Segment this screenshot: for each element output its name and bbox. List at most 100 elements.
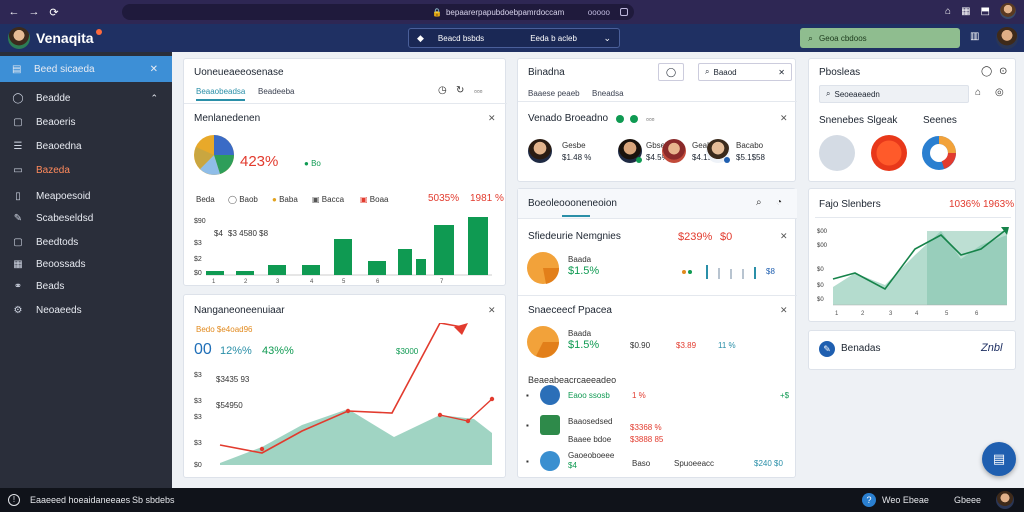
tab-overview[interactable]: Beaaobeadsa	[196, 87, 246, 101]
person-name: Gesbe	[562, 141, 586, 150]
brand-name: Venaqita	[36, 30, 94, 46]
sidebar-item-7[interactable]: ▢ Beedtods	[0, 232, 172, 252]
highlight-a: 5035%	[428, 193, 460, 204]
person-value: $5.1$58	[736, 153, 765, 162]
help-icon[interactable]: ?	[862, 493, 876, 507]
data-point	[437, 412, 443, 418]
donut-chart	[922, 136, 956, 170]
home-icon[interactable]: ⌂	[945, 5, 952, 17]
sidebar-item-8[interactable]: ▦ Beoossads	[0, 254, 172, 274]
spark-bar	[742, 269, 744, 279]
address-bar[interactable]: 🔒 bepaarerpapubdoebpamrdoccam ooooo	[122, 4, 634, 20]
footer-text-3[interactable]: Weo Ebeae	[882, 495, 929, 505]
pie-legend: ● Bo	[304, 159, 321, 168]
chevron-up-icon[interactable]: ⌃	[150, 92, 158, 103]
close-icon[interactable]: ✕	[780, 305, 788, 315]
close-icon[interactable]: ✕	[488, 113, 496, 123]
summary-card[interactable]: ✎ Benadas Znbl	[808, 330, 1016, 370]
grid-icon: ▤	[12, 63, 22, 75]
sidebar-item-4[interactable]: ▭ Bazeda	[0, 160, 172, 180]
share-icon[interactable]: ◎	[995, 87, 1004, 98]
tab-icon[interactable]	[620, 8, 628, 16]
bell-icon[interactable]: ⌂	[975, 87, 982, 98]
info-icon[interactable]: ⊙	[999, 66, 1008, 77]
y-tick: $3	[194, 414, 202, 421]
bell-icon[interactable]: ◔	[776, 197, 783, 208]
app-search-input[interactable]: ⌕ Geoa cbdoos	[800, 28, 960, 48]
tab-people-2[interactable]: Bneadsa	[592, 89, 624, 98]
avatar[interactable]	[528, 139, 552, 163]
sidebar-item-1[interactable]: ◯ Beadde ⌃	[0, 88, 172, 108]
highlight-b: 1981 %	[470, 193, 504, 204]
apps-grid-icon[interactable]: ▥	[970, 31, 980, 42]
close-icon[interactable]: ✕	[780, 231, 788, 241]
row-highlight-2: $0	[720, 231, 733, 243]
close-icon[interactable]: ✕	[780, 113, 788, 123]
filter-button[interactable]: ◯	[658, 63, 684, 81]
link-icon: ⚭	[13, 280, 23, 292]
arrow-head	[1001, 227, 1009, 235]
list-icon	[540, 385, 560, 405]
alert-icon: ▭	[13, 164, 23, 176]
clock-icon[interactable]: ◯	[981, 66, 993, 77]
row-metric-3: 11 %	[718, 341, 736, 350]
search-icon[interactable]: ⌕	[756, 197, 762, 208]
x-tick: 7	[440, 279, 444, 283]
status-bar: ! Eaaeeed hoeaidaneeaes Sb sbdebs ? Weo …	[0, 488, 1024, 512]
clock-icon[interactable]: ◷	[438, 85, 447, 96]
data-point	[465, 418, 471, 424]
sidebar-item-3[interactable]: ☰ Beaoedna	[0, 136, 172, 156]
sidebar-item-9[interactable]: ⚭ Beads	[0, 276, 172, 296]
x-tick: 3	[276, 279, 280, 283]
doc-icon: ▯	[15, 190, 21, 202]
reload-icon[interactable]: ⟳	[49, 6, 59, 19]
refresh-icon[interactable]: ↻	[456, 85, 465, 96]
sidebar-toggle-icon[interactable]: ⬒	[980, 5, 990, 17]
settings-icon: ⚙	[13, 304, 23, 316]
back-icon[interactable]: ←	[8, 5, 20, 18]
pie-legend-label: Bo	[311, 159, 321, 168]
sidebar-item-2[interactable]: ▢ Beaoeris	[0, 112, 172, 132]
extensions-icon[interactable]: ▦	[961, 5, 971, 17]
list-item-value: 1 %	[632, 391, 646, 400]
more-icon[interactable]: ▫▫▫	[646, 115, 655, 124]
donut-segment	[941, 152, 956, 169]
user-avatar[interactable]	[996, 27, 1018, 49]
list-item-title: Baaee bdoe	[568, 435, 612, 444]
card-title: Nanganeoneenuiaar	[194, 305, 285, 316]
pie-chart	[194, 135, 234, 175]
y-tick: $0	[194, 270, 202, 277]
select-label-1: Beacd bsbds	[437, 33, 485, 43]
profile-avatar[interactable]	[1000, 3, 1016, 19]
close-icon[interactable]: ✕	[488, 305, 496, 315]
bar	[416, 259, 426, 275]
tab-people-1[interactable]: Baaese peaeb	[528, 89, 580, 98]
chat-fab-button[interactable]: ▤	[982, 442, 1016, 476]
forward-icon[interactable]: →	[28, 5, 40, 18]
workspace-select[interactable]: ◆ Beacd bsbds Eeda b acleb ⌄	[408, 28, 620, 48]
close-icon[interactable]: ✕	[778, 67, 785, 77]
people-search-input[interactable]: ⌕ Baaod ✕	[698, 63, 792, 81]
close-icon[interactable]: ✕	[149, 63, 158, 75]
plans-search-input[interactable]: ⌕ Seoeaeaedn	[819, 85, 969, 103]
info-icon[interactable]: !	[8, 494, 20, 506]
sidebar-item-6[interactable]: ✎ Scabeseldsd	[0, 208, 172, 228]
growth-card: Fajo Slenbers 1036% 1963% $00 $00 $0 $0 …	[808, 188, 1016, 322]
x-tick: 1	[835, 311, 839, 317]
footer-text-4[interactable]: Gbeee	[954, 495, 982, 505]
sidebar-item-5[interactable]: ▯ Meapoesoid	[0, 186, 172, 206]
tab-details[interactable]: Beadeeba	[258, 87, 295, 96]
plan-circle-neutral[interactable]	[819, 135, 855, 171]
data-point	[345, 408, 351, 414]
status-dot	[616, 115, 624, 123]
sidebar-item-10[interactable]: ⚙ Neoaeeds	[0, 300, 172, 320]
search-icon: ⌕	[826, 89, 831, 98]
browser-right-icons: ⌂ ▦ ⬒	[945, 3, 1016, 19]
section-title: Venado Broeadno	[528, 113, 609, 124]
footer-avatar[interactable]	[996, 491, 1014, 509]
plan-circle-alert[interactable]	[871, 135, 907, 171]
more-icon[interactable]: ▫▫▫	[474, 87, 483, 96]
avatar[interactable]	[662, 139, 686, 163]
data-point	[489, 396, 495, 402]
sidebar-item-active[interactable]: ▤ Beed sicaeda ✕	[0, 56, 172, 82]
